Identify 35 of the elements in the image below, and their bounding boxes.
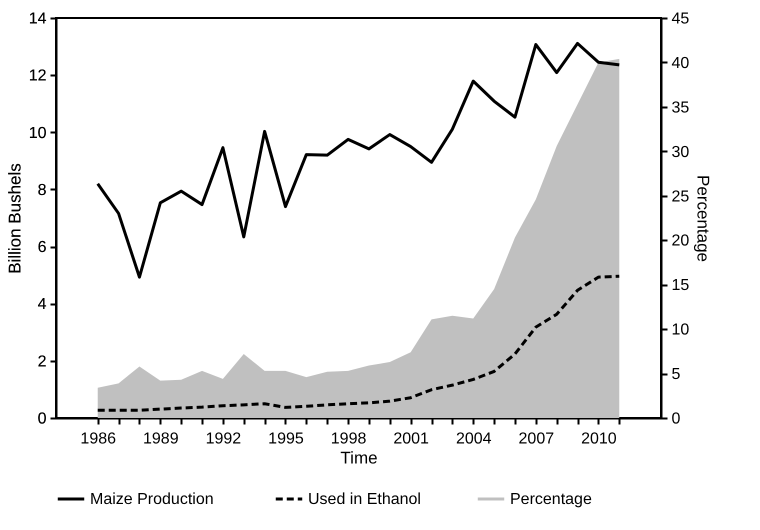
x-tick-label: 1989 [143, 430, 179, 448]
legend-label: Percentage [510, 491, 592, 508]
line-series [96, 42, 621, 279]
x-tick-label: 1986 [80, 430, 116, 448]
y2-tick-label: 25 [672, 188, 690, 206]
x-tick-label: 2004 [456, 430, 492, 448]
y2-tick-label: 15 [672, 277, 690, 294]
y2-tick-label: 20 [672, 232, 690, 250]
y-tick-label: 8 [38, 182, 47, 199]
y2-tick-label: 35 [672, 99, 690, 116]
y2-tick-label: 45 [672, 10, 690, 28]
y2-axis-title: Percentage [693, 175, 712, 262]
x-tick-label: 1995 [268, 430, 304, 448]
legend-label: Used in Ethanol [308, 491, 421, 508]
x-tick-label: 1992 [206, 430, 242, 448]
x-axis-title: Time [340, 448, 378, 468]
y2-tick-label: 30 [672, 144, 690, 161]
y2-tick-label: 40 [672, 54, 690, 72]
x-tick-label: 2010 [581, 430, 617, 448]
y-axis-title: Billion Bushels [6, 163, 25, 274]
y-tick-label: 4 [38, 296, 47, 314]
legend-label: Maize Production [90, 491, 214, 508]
y-tick-label: 12 [28, 68, 47, 85]
y2-tick-label: 0 [672, 410, 680, 428]
x-tick-label: 1998 [330, 430, 366, 448]
y-tick-label: 10 [28, 124, 47, 142]
x-tick-label: 2001 [393, 430, 430, 448]
y-tick-label: 14 [28, 10, 47, 28]
y-tick-label: 2 [38, 353, 47, 370]
y-tick-label: 6 [38, 239, 47, 256]
y-tick-label: 0 [38, 410, 47, 428]
line-series [96, 274, 621, 412]
y2-tick-label: 5 [672, 366, 680, 384]
y2-tick-label: 10 [672, 322, 690, 339]
x-tick-label: 2007 [518, 430, 554, 448]
